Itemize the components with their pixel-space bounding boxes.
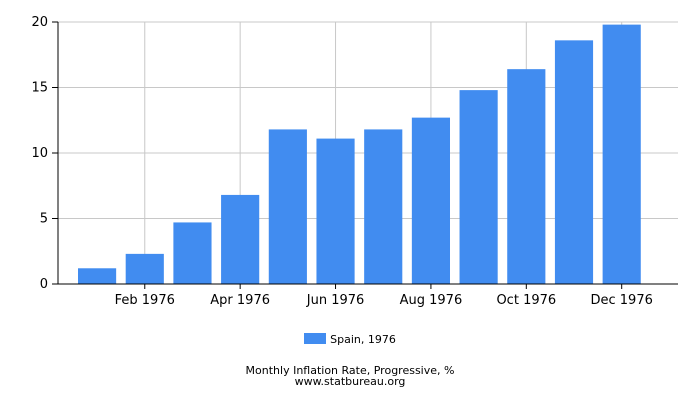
y-tick-label: 20	[31, 15, 48, 30]
bar	[411, 117, 450, 284]
bars	[78, 24, 641, 285]
y-tick-label: 5	[40, 212, 48, 227]
x-tick-label: Jun 1976	[306, 293, 365, 308]
bar	[507, 69, 546, 284]
bar	[221, 194, 260, 284]
bar	[554, 40, 594, 285]
bar-chart: 0 5 10 15 20 Feb 1976 Apr 1976 Jun 1976 Aug 197…	[31, 15, 678, 308]
legend-label: Spain, 1976	[330, 333, 396, 346]
bar	[125, 253, 164, 284]
y-tick-label: 10	[31, 146, 48, 161]
x-tick-labels: Feb 1976 Apr 1976 Jun 1976 Aug 1976 Oct 1976…	[115, 293, 653, 308]
x-tick-label: Aug 1976	[400, 293, 463, 308]
bar	[602, 24, 641, 285]
x-tick-label: Apr 1976	[210, 293, 270, 308]
bar	[78, 268, 117, 284]
source-link[interactable]: www.statbureau.org	[294, 375, 406, 388]
y-tick-label: 15	[31, 81, 48, 96]
legend-swatch	[304, 333, 327, 344]
chart-title: Monthly Inflation Rate, Progressive, %	[245, 364, 455, 377]
y-tick-labels: 0 5 10 15 20	[31, 15, 48, 292]
bar	[268, 129, 307, 284]
x-tick-label: Oct 1976	[496, 293, 556, 308]
bar	[459, 90, 498, 285]
bar	[364, 129, 403, 284]
axes	[52, 21, 678, 289]
y-tick-label: 0	[40, 277, 48, 292]
x-tick-label: Dec 1976	[591, 293, 653, 308]
x-tick-label: Feb 1976	[115, 293, 175, 308]
legend: Spain, 1976	[0, 333, 700, 346]
bar	[173, 222, 212, 284]
bar	[316, 138, 355, 284]
